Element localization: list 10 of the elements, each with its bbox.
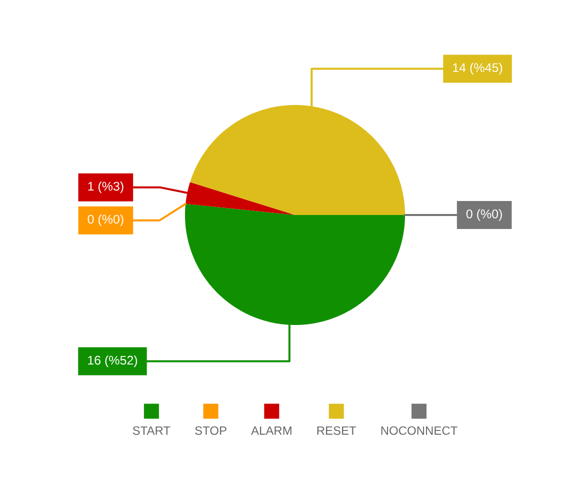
legend-label: ALARM <box>251 426 292 435</box>
text: 0 (%0) <box>88 214 124 226</box>
legend-label: RESET <box>317 426 356 435</box>
legend-label: STOP <box>195 426 226 435</box>
legend-label: NOCONNECT <box>381 426 458 435</box>
legend-label: START <box>132 426 170 435</box>
data-label: 16 (%52) <box>88 355 138 368</box>
data-label: 14 (%45) <box>453 62 502 75</box>
data-label: 1 (%3) <box>88 181 124 194</box>
text: 0 (%0) <box>466 209 502 221</box>
